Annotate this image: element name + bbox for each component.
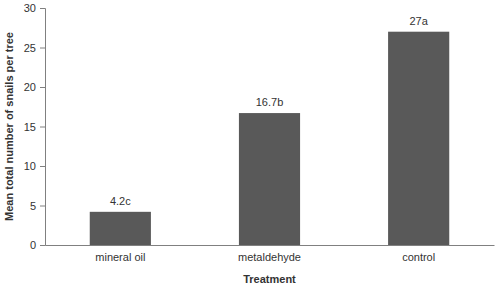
y-tick-mark bbox=[40, 245, 45, 246]
data-label: 4.2c bbox=[110, 195, 131, 207]
bar bbox=[239, 113, 300, 245]
y-tick-label: 15 bbox=[24, 121, 36, 133]
data-label: 27a bbox=[409, 15, 428, 27]
y-tick-label: 20 bbox=[24, 81, 36, 93]
y-tick-mark bbox=[40, 206, 45, 207]
data-label: 16.7b bbox=[256, 96, 284, 108]
y-tick: 0 bbox=[30, 239, 45, 251]
y-tick-mark bbox=[40, 8, 45, 9]
bars bbox=[90, 32, 449, 245]
y-tick: 30 bbox=[24, 2, 45, 14]
y-axis: 0 5 10 15 20 25 30 bbox=[24, 2, 46, 251]
y-tick-label: 30 bbox=[24, 2, 36, 14]
x-tick: metaldehyde bbox=[238, 251, 301, 263]
y-tick-mark bbox=[40, 127, 45, 128]
y-tick: 25 bbox=[24, 42, 45, 54]
y-tick: 20 bbox=[24, 81, 45, 93]
x-tick-label: metaldehyde bbox=[238, 251, 301, 263]
bar bbox=[90, 212, 151, 245]
y-tick-mark bbox=[40, 87, 45, 88]
bar bbox=[388, 32, 449, 245]
x-tick-label: control bbox=[402, 251, 435, 263]
x-tick: control bbox=[402, 251, 435, 263]
y-tick: 10 bbox=[24, 160, 45, 172]
x-axis-title: Treatment bbox=[243, 273, 296, 285]
chart: 0 5 10 15 20 25 30 mineral oil metaldehyde contro… bbox=[0, 0, 500, 290]
y-tick-label: 25 bbox=[24, 42, 36, 54]
x-tick-label: mineral oil bbox=[95, 251, 145, 263]
x-axis-line bbox=[46, 245, 495, 246]
y-tick-mark bbox=[40, 48, 45, 49]
data-labels: 4.2c 16.7b 27a bbox=[110, 15, 429, 207]
x-axis: mineral oil metaldehyde control bbox=[46, 246, 495, 263]
y-tick-label: 0 bbox=[30, 239, 36, 251]
y-axis-title: Mean total number of snails per tree bbox=[3, 32, 15, 221]
y-tick: 15 bbox=[24, 121, 45, 133]
y-tick-mark bbox=[40, 166, 45, 167]
y-axis-line bbox=[40, 9, 46, 246]
y-tick-label: 10 bbox=[24, 160, 36, 172]
y-tick-label: 5 bbox=[30, 200, 36, 212]
y-tick: 5 bbox=[30, 200, 45, 212]
plot-area: 0 5 10 15 20 25 30 mineral oil metaldehyde contro… bbox=[24, 2, 495, 263]
x-tick: mineral oil bbox=[95, 251, 145, 263]
